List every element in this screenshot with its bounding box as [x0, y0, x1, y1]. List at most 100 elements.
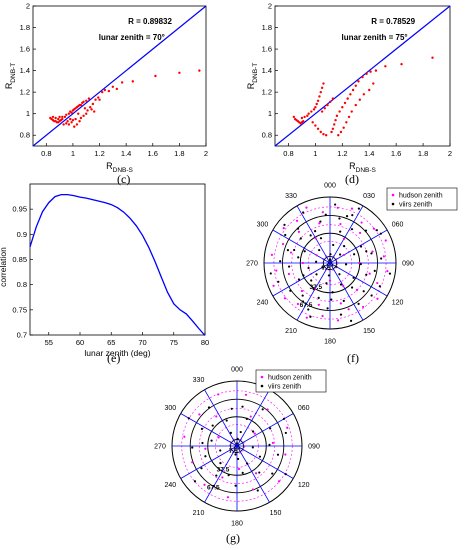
y-tick-label: 1.4: [20, 66, 30, 75]
hudson-point: [249, 415, 252, 418]
data-point: [400, 62, 403, 66]
data-point: [350, 110, 353, 113]
hudson-point: [386, 269, 389, 273]
x-tick-label: 1: [313, 149, 317, 158]
angle-label: 150: [270, 510, 282, 517]
viirs-point: [230, 407, 233, 410]
viirs-point: [211, 424, 214, 427]
viirs-point: [357, 207, 361, 210]
data-point: [361, 75, 364, 79]
data-point: [354, 84, 357, 87]
viirs-point: [373, 269, 376, 272]
data-point: [85, 99, 88, 102]
data-point: [330, 130, 333, 134]
viirs-point: [332, 243, 335, 247]
x-tick-label: 75: [170, 338, 178, 347]
viirs-point: [319, 220, 322, 223]
data-point: [322, 82, 325, 85]
y-tick-label: 0.8: [20, 131, 30, 140]
data-point: [292, 115, 296, 119]
viirs-point: [229, 431, 232, 435]
data-point: [302, 120, 305, 123]
data-point: [316, 127, 320, 130]
y-tick-label: 2: [268, 2, 272, 11]
hudson-point: [361, 305, 365, 309]
hudson-point: [339, 222, 342, 226]
hudson-point: [198, 413, 201, 416]
hudson-point: [336, 319, 340, 322]
viirs-point: [302, 274, 305, 277]
polar-spoke: [236, 445, 270, 503]
data-point: [324, 134, 328, 137]
viirs-point: [219, 462, 222, 465]
data-point: [74, 117, 77, 121]
data-point: [69, 117, 72, 121]
angle-label: 090: [308, 444, 320, 451]
data-point: [198, 69, 201, 72]
viirs-point: [207, 406, 211, 409]
data-point: [357, 80, 360, 83]
viirs-point: [301, 300, 305, 303]
x-tick-label: 80: [201, 338, 209, 347]
y-tick-label: 1.6: [20, 45, 30, 54]
radial-label: 7.5: [322, 265, 331, 272]
data-point: [303, 115, 306, 119]
hudson-point: [368, 272, 371, 275]
x-tick-label: 2: [448, 149, 452, 158]
polar-spoke: [329, 205, 364, 264]
viirs-point: [245, 417, 248, 420]
data-point: [82, 114, 85, 118]
radial-label: 67.5: [207, 484, 220, 491]
data-point: [58, 115, 61, 119]
viirs-point: [293, 248, 296, 252]
viirs-point: [352, 276, 355, 279]
hudson-point: [203, 483, 206, 486]
viirs-point: [193, 480, 197, 483]
viirs-point: [225, 419, 228, 422]
y-tick-label: 0.95: [12, 205, 27, 214]
angle-label: 180: [324, 339, 336, 346]
angle-label: 060: [392, 222, 404, 229]
data-point: [351, 88, 355, 92]
viirs-point: [339, 253, 342, 256]
hudson-point: [204, 447, 207, 450]
x-tick-label: 1.4: [121, 149, 131, 158]
hudson-point: [284, 453, 287, 456]
data-point: [335, 114, 339, 118]
y-tick-label: 1.2: [20, 88, 30, 97]
data-point: [111, 85, 115, 88]
viirs-point: [327, 274, 331, 277]
data-point: [77, 112, 80, 115]
legend-marker-hudson: [260, 375, 264, 379]
hudson-point: [376, 297, 379, 300]
angle-label: 150: [363, 328, 375, 335]
angle-label: 090: [402, 261, 414, 268]
hudson-point: [226, 496, 230, 499]
viirs-point: [362, 290, 365, 293]
data-point: [322, 132, 325, 136]
x-tick-label: 1.8: [174, 149, 184, 158]
hudson-point: [384, 239, 387, 242]
data-point: [57, 117, 60, 121]
viirs-point: [330, 298, 333, 301]
polar-spoke: [180, 413, 238, 447]
x-axis-label: RDNB-S: [349, 161, 376, 174]
hudson-point: [237, 467, 241, 471]
polar-spoke: [329, 262, 388, 297]
legend-box: [255, 369, 327, 393]
data-point: [85, 112, 88, 115]
y-tick-label: 1.4: [262, 66, 272, 75]
hudson-point: [382, 255, 385, 258]
radial-label: 7.5: [229, 448, 238, 455]
viirs-point: [318, 248, 321, 252]
data-point: [337, 134, 340, 137]
viirs-point: [315, 260, 318, 263]
annotation-r: R = 0.89832: [128, 17, 172, 26]
viirs-point: [283, 223, 286, 226]
data-point: [368, 88, 371, 92]
viirs-point: [297, 278, 301, 281]
data-point: [307, 112, 310, 115]
data-point: [89, 106, 92, 109]
viirs-point: [309, 234, 312, 237]
